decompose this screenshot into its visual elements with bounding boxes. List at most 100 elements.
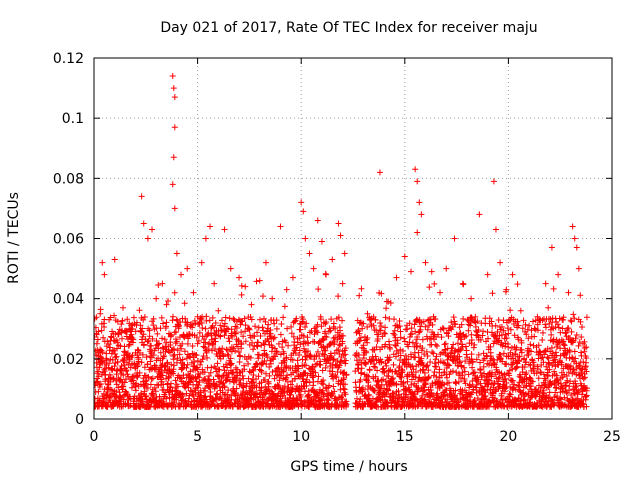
data-point (163, 395, 170, 402)
data-point (302, 235, 309, 242)
data-point (417, 326, 424, 333)
data-point (212, 338, 219, 345)
data-point (278, 372, 285, 379)
data-point (406, 320, 413, 327)
data-point (339, 280, 346, 287)
data-point (170, 356, 177, 363)
data-point (138, 193, 145, 200)
data-point (379, 333, 386, 340)
data-point (253, 278, 260, 285)
data-point (228, 326, 235, 333)
data-point (450, 341, 457, 348)
data-point (557, 380, 564, 387)
data-point (266, 372, 273, 379)
data-point (184, 361, 191, 368)
data-point (242, 322, 249, 329)
data-point (259, 293, 266, 300)
data-point (406, 334, 413, 341)
data-point (511, 332, 518, 339)
data-point (451, 235, 458, 242)
data-point (342, 345, 349, 352)
data-point (300, 383, 307, 390)
data-point (122, 327, 129, 334)
data-point (462, 358, 469, 365)
data-point (428, 268, 435, 275)
data-point (202, 387, 209, 394)
data-point (453, 369, 460, 376)
data-point (105, 341, 112, 348)
data-point (462, 343, 469, 350)
data-point (540, 371, 547, 378)
data-point (97, 310, 104, 317)
data-point (423, 363, 430, 370)
data-point (240, 375, 247, 382)
data-point (206, 373, 213, 380)
data-point (282, 339, 289, 346)
data-point (449, 345, 456, 352)
data-point (488, 355, 495, 362)
data-point (372, 353, 379, 360)
data-point (252, 361, 259, 368)
data-point (498, 390, 505, 397)
data-point (377, 327, 384, 334)
data-point (214, 360, 221, 367)
data-point (149, 226, 156, 233)
data-point (459, 280, 466, 287)
data-point (190, 289, 197, 296)
data-point (416, 199, 423, 206)
data-point (556, 358, 563, 365)
data-point (304, 334, 311, 341)
data-point (316, 353, 323, 360)
data-point (330, 383, 337, 390)
data-point (423, 348, 430, 355)
data-point (265, 321, 272, 328)
data-point (525, 335, 532, 342)
data-point (519, 325, 526, 332)
data-point (132, 349, 139, 356)
data-point (577, 292, 584, 299)
data-point (296, 351, 303, 358)
data-point (481, 370, 488, 377)
data-point (437, 289, 444, 296)
data-point (486, 315, 493, 322)
data-point (466, 381, 473, 388)
data-point (195, 382, 202, 389)
data-point (315, 373, 322, 380)
data-point (300, 316, 307, 323)
data-point (111, 363, 118, 370)
data-point (427, 316, 434, 323)
data-point (542, 280, 549, 287)
data-point (264, 354, 271, 361)
data-point (539, 337, 546, 344)
data-point (237, 321, 244, 328)
data-point (571, 235, 578, 242)
data-point (331, 388, 338, 395)
x-tick-label: 5 (193, 429, 202, 445)
data-point (498, 339, 505, 346)
data-point (355, 365, 362, 372)
data-point (469, 359, 476, 366)
data-point (406, 339, 413, 346)
data-point (439, 324, 446, 331)
data-point (134, 362, 141, 369)
data-point (261, 357, 268, 364)
data-point (440, 325, 447, 332)
data-point (99, 259, 106, 266)
data-point (572, 335, 579, 342)
data-point (282, 364, 289, 371)
data-point (424, 326, 431, 333)
data-point (281, 357, 288, 364)
data-point (179, 356, 186, 363)
data-point (397, 352, 404, 359)
data-point (515, 322, 522, 329)
data-point (161, 352, 168, 359)
data-point (335, 314, 342, 321)
data-point (415, 384, 422, 391)
data-point (385, 387, 392, 394)
data-point (235, 338, 242, 345)
data-point (534, 313, 541, 320)
data-point (461, 375, 468, 382)
data-point (213, 382, 220, 389)
data-point (583, 314, 590, 321)
data-point (559, 325, 566, 332)
